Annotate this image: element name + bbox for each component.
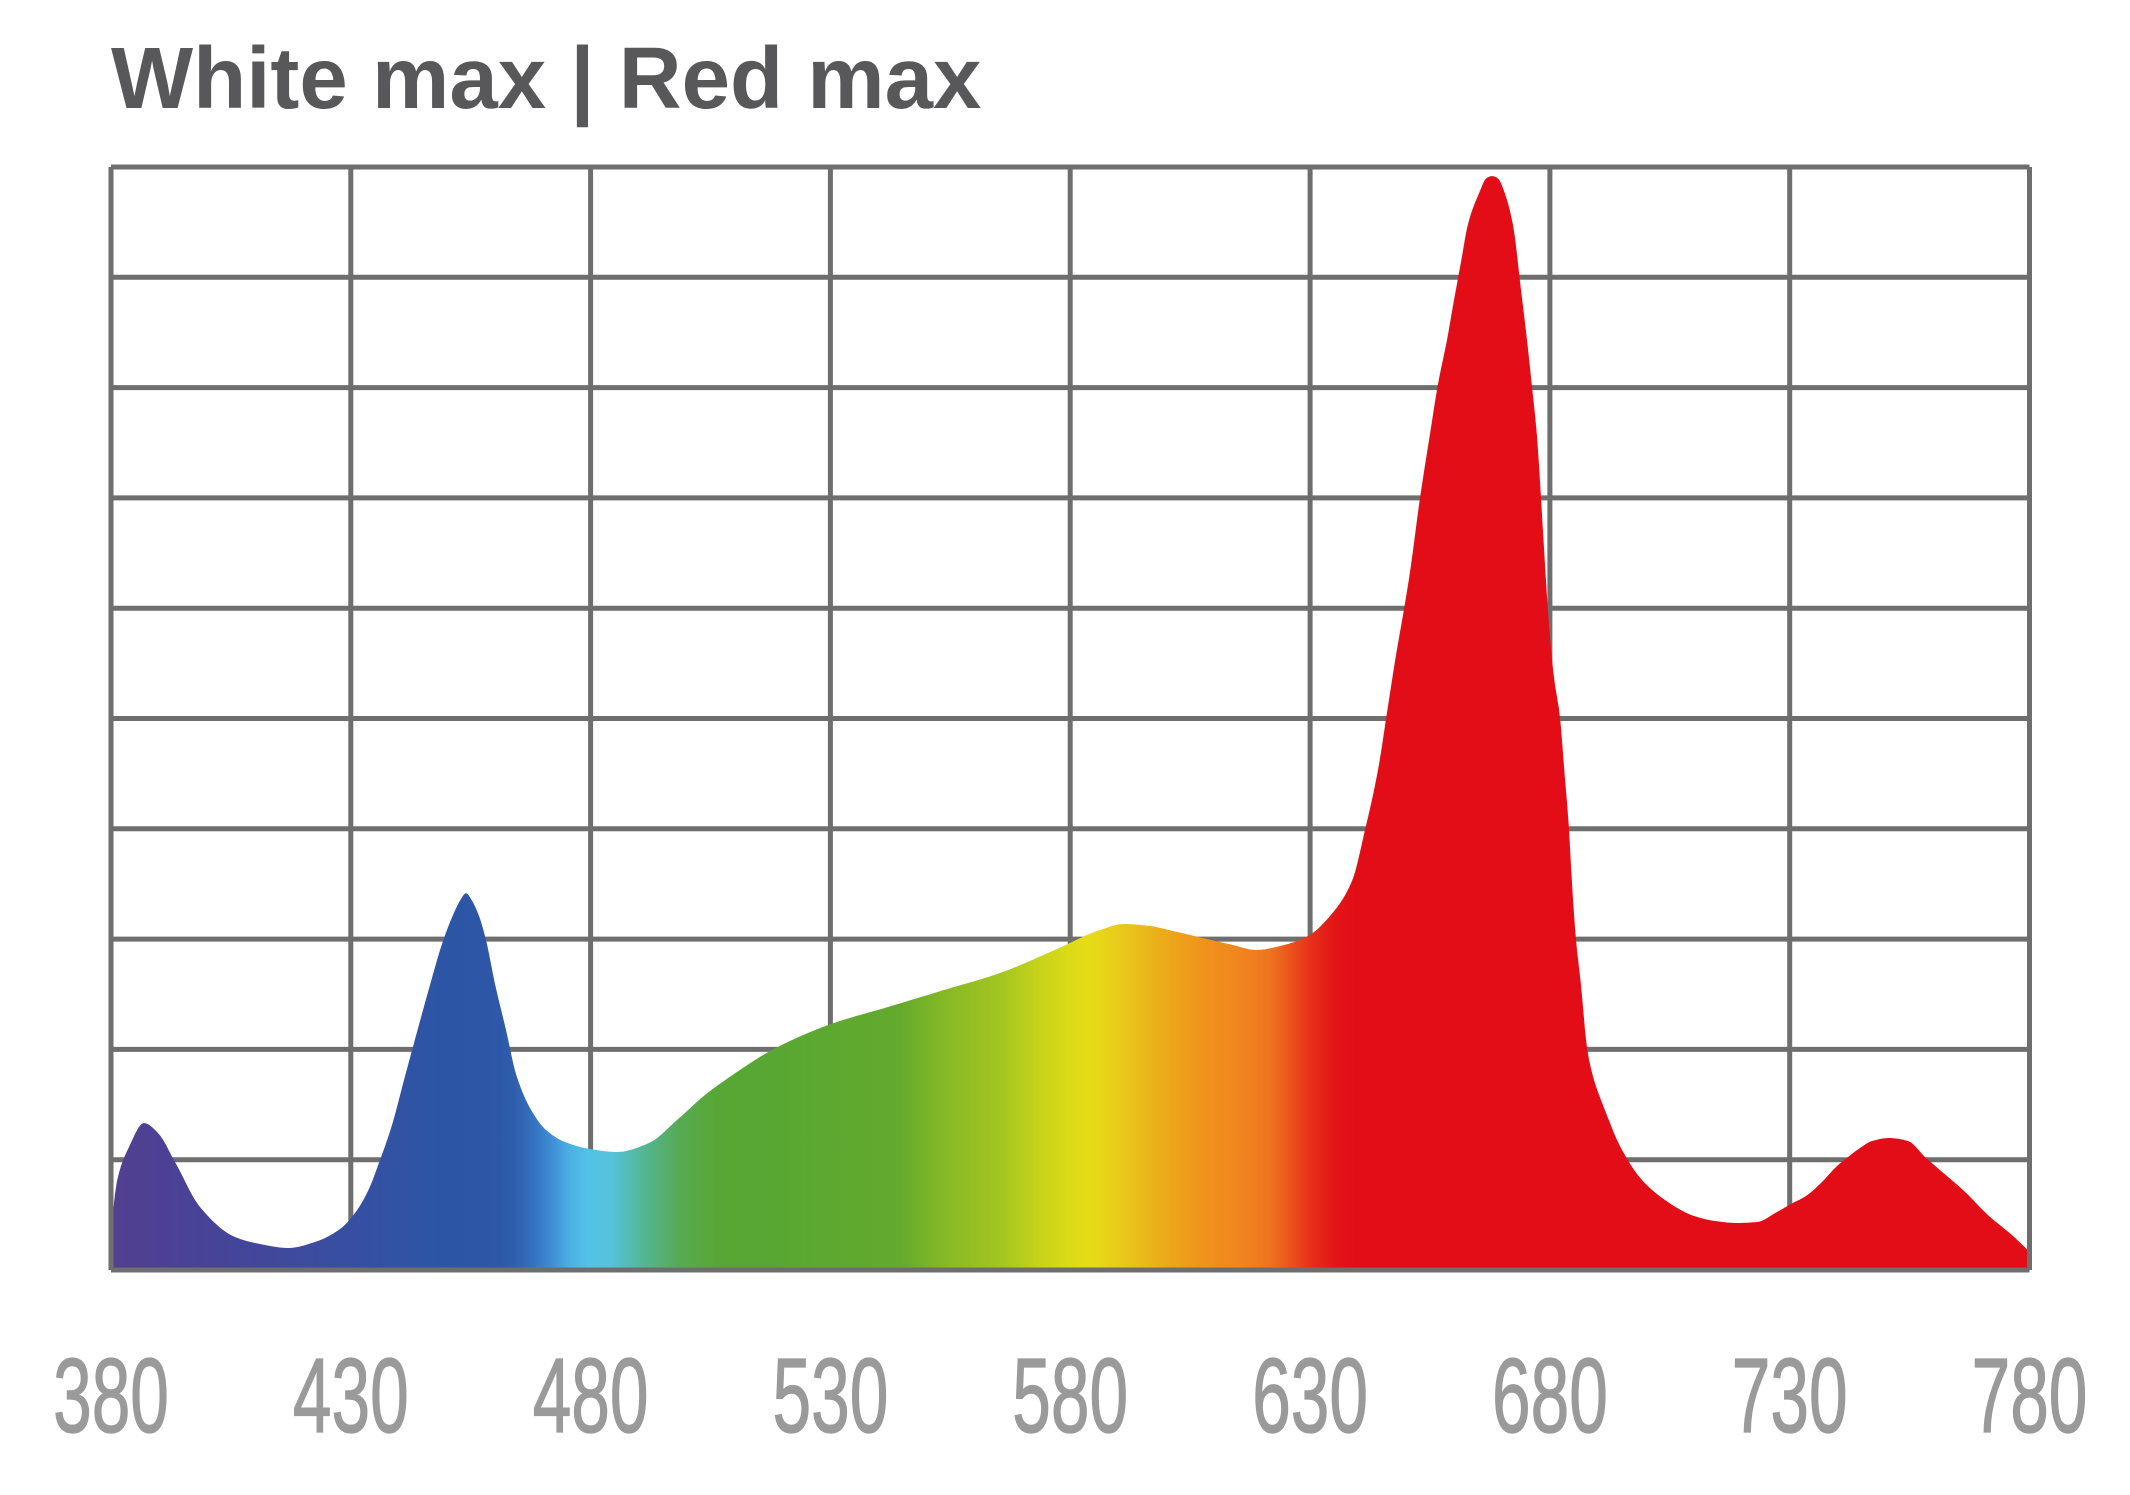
svg-text:580: 580 <box>1012 1336 1128 1454</box>
svg-text:480: 480 <box>533 1336 649 1454</box>
svg-text:530: 530 <box>772 1336 888 1454</box>
svg-text:730: 730 <box>1732 1336 1848 1454</box>
svg-text:430: 430 <box>293 1336 409 1454</box>
svg-text:630: 630 <box>1252 1336 1368 1454</box>
svg-text:380: 380 <box>53 1336 169 1454</box>
svg-text:White max | Red max: White max | Red max <box>111 30 981 128</box>
svg-text:680: 680 <box>1492 1336 1608 1454</box>
svg-text:780: 780 <box>1972 1336 2088 1454</box>
